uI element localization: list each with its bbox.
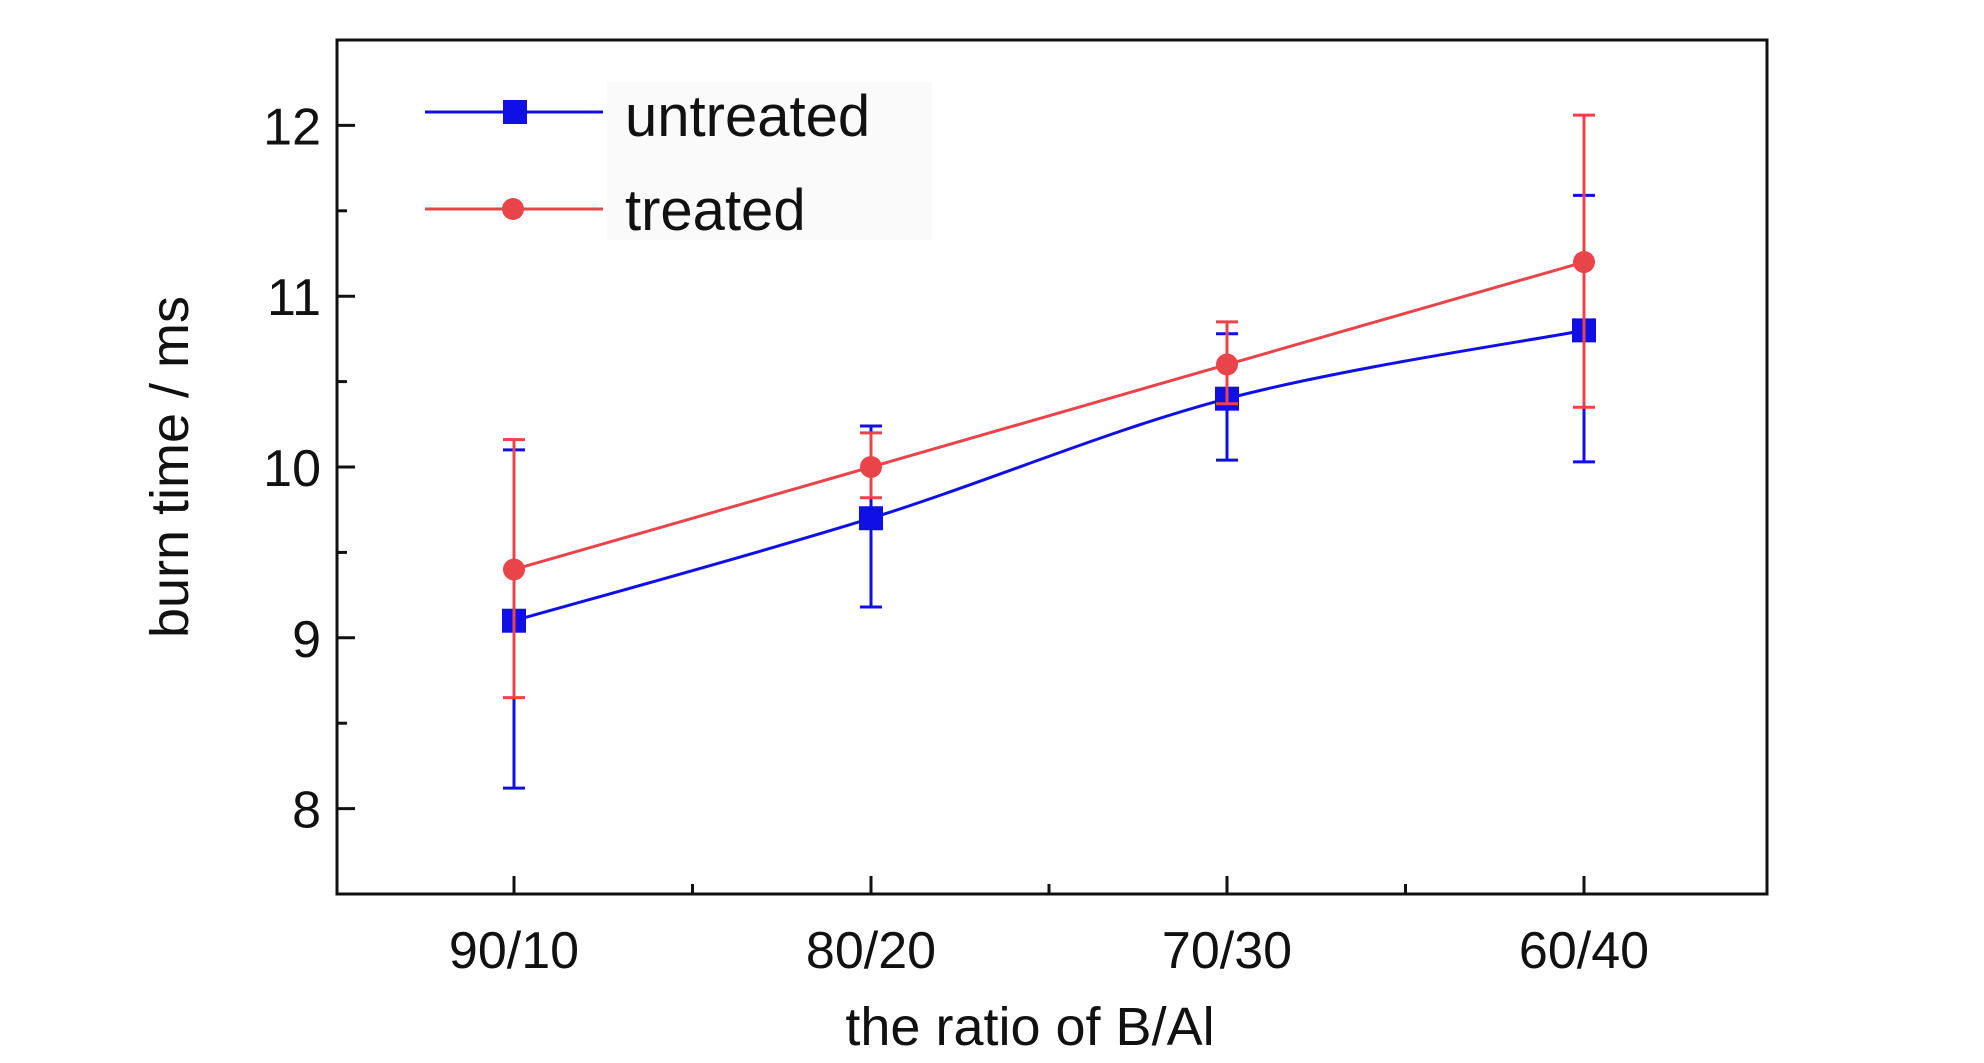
- legend: untreated treated: [425, 82, 932, 243]
- series-line-treated: [513, 260, 1585, 571]
- data-point-treated: [860, 456, 882, 478]
- series-untreated: [502, 193, 1596, 790]
- data-point-treated: [503, 558, 525, 581]
- legend-background: [607, 82, 932, 240]
- series-layer: [502, 113, 1596, 790]
- plot-frame: [335, 38, 1769, 896]
- legend-marker-untreated: [503, 100, 527, 124]
- data-point-untreated: [859, 506, 883, 531]
- x-tick-label: 90/10: [449, 922, 579, 980]
- x-axis-title: the ratio of B/Al: [845, 997, 1214, 1057]
- y-tick-label: 9: [292, 611, 321, 669]
- y-tick-label: 12: [263, 98, 321, 156]
- y-tick-label: 10: [263, 440, 321, 498]
- y-axis-title: burn time / ms: [140, 296, 200, 638]
- x-tick-label: 80/20: [806, 922, 936, 980]
- y-tick-label: 8: [292, 782, 321, 840]
- series-line-untreated: [513, 328, 1585, 623]
- x-axis-ticks: 90/10 80/20 70/30 60/40: [449, 876, 1649, 980]
- x-tick-label: 60/40: [1519, 922, 1649, 980]
- y-tick-label: 11: [267, 269, 321, 327]
- data-point-treated: [1573, 251, 1595, 274]
- legend-marker-treated: [502, 198, 524, 220]
- x-tick-label: 70/30: [1162, 922, 1292, 980]
- legend-label-treated: treated: [625, 178, 806, 243]
- series-treated: [503, 113, 1595, 700]
- data-point-treated: [1216, 353, 1238, 376]
- legend-label-untreated: untreated: [625, 84, 870, 149]
- y-axis-ticks: 8 9 10 11 12: [263, 98, 355, 840]
